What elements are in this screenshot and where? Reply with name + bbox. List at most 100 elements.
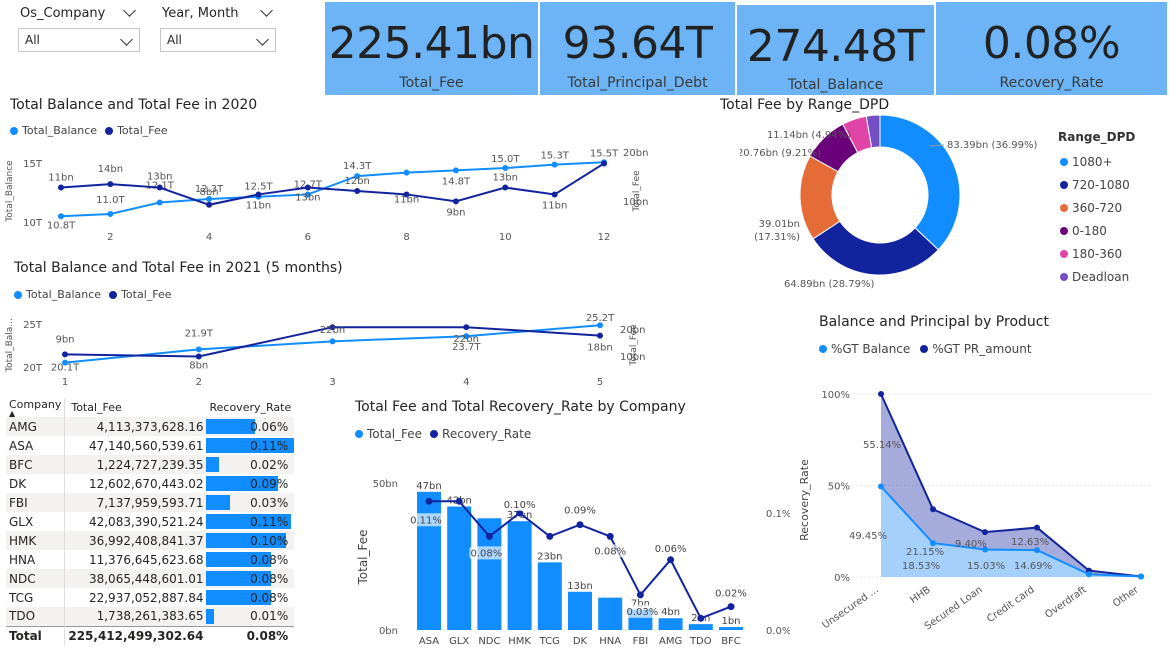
data-point <box>354 173 361 180</box>
matrix-cell-company: DK <box>6 474 66 493</box>
kpi-card-recovery-rate[interactable]: 0.08% Recovery_Rate <box>936 2 1167 95</box>
company-matrix[interactable]: Company ▲ Total_Fee Recovery_Rate AMG 4,11… <box>6 398 295 645</box>
chart-2021[interactable]: Total_Bala... Total_Fee 25T 20T 20bn 10bn 1 2 3 4… <box>0 305 680 390</box>
matrix-header-fee[interactable]: Total_Fee <box>71 401 122 414</box>
data-point <box>58 213 64 220</box>
matrix-cell-rate: 0.08% <box>206 550 294 569</box>
chevron-down-icon[interactable] <box>260 4 273 17</box>
data-label: 18.53% <box>902 561 940 572</box>
table-row[interactable]: FBI 7,137,959,593.71 0.03% <box>6 493 295 512</box>
legend-item[interactable]: Deadloan <box>1060 265 1130 288</box>
data-point <box>455 497 463 505</box>
y-axis-label: Total_Bala... <box>5 318 15 373</box>
data-point <box>354 188 361 194</box>
y-tick-label: 20T <box>23 363 43 374</box>
matrix-cell-company: TDO <box>6 607 66 626</box>
y2-tick-label: 20bn <box>620 325 645 336</box>
matrix-cell-fee: 1,224,727,239.35 <box>96 457 204 472</box>
matrix-cell-company: HMK <box>6 531 66 550</box>
table-row[interactable]: GLX 42,083,390,521.24 0.11% <box>6 512 295 531</box>
matrix-cell-fee: 42,083,390,521.24 <box>88 514 204 529</box>
matrix-header-rate[interactable]: Recovery_Rate <box>209 401 292 414</box>
x-tick-label: Other <box>1111 584 1141 610</box>
matrix-cell-company: ASA <box>6 436 66 455</box>
area-balance <box>881 486 1141 577</box>
matrix-header-company[interactable]: Company ▲ <box>6 398 66 418</box>
slicer-date-dropdown[interactable]: All <box>160 28 276 52</box>
legend-dot <box>1060 249 1068 258</box>
table-row[interactable]: AMG 4,113,373,628.16 0.06% <box>6 417 295 436</box>
table-row[interactable]: BFC 1,224,727,239.35 0.02% <box>6 455 295 474</box>
legend-dot <box>355 430 363 438</box>
slicer-company-dropdown[interactable]: All <box>18 28 140 52</box>
table-row[interactable]: HMK 36,992,408,841.37 0.10% <box>6 531 295 550</box>
slice-label: 20.76bn (9.21%) <box>740 148 821 159</box>
matrix-cell-rate: 0.11% <box>206 512 294 531</box>
data-label: 13bn <box>567 581 592 592</box>
matrix-total-rate: 0.08% <box>246 628 289 643</box>
rate-bar <box>206 457 219 472</box>
data-label: 12.63% <box>1011 537 1049 548</box>
table-row[interactable]: NDC 38,065,448,601.01 0.08% <box>6 569 295 588</box>
matrix-cell-company: FBI <box>6 493 66 512</box>
kpi-value: 93.64T <box>562 18 713 69</box>
data-label: 4bn <box>661 607 680 618</box>
legend-item[interactable]: 180-360 <box>1060 242 1130 265</box>
data-point <box>930 540 936 547</box>
y2-tick-label: 0.1% <box>766 509 790 520</box>
y2-axis-label: Total_Fee <box>632 170 642 213</box>
data-label: 14.3T <box>343 161 372 172</box>
data-point <box>597 322 603 329</box>
rate-value: 0.02% <box>250 457 289 472</box>
donut-chart[interactable]: 83.39bn (36.99%) 64.89bn (28.79%) 39.01bn (… <box>740 115 1040 300</box>
data-label: 8bn <box>189 361 208 372</box>
kpi-value: 225.41bn <box>328 18 535 69</box>
table-row[interactable]: TDO 1,738,261,383.65 0.01% <box>6 607 295 626</box>
product-chart[interactable]: Recovery_Rate 100% 50% 0% 55.14% 21.15% 9.40% 1… <box>790 360 1168 656</box>
table-row[interactable]: ASA 47,140,560,539.61 0.11% <box>6 436 295 455</box>
data-label: 8bn <box>200 187 219 198</box>
matrix-cell-fee: 12,602,670,443.02 <box>88 476 204 491</box>
matrix-cell-rate: 0.08% <box>206 569 294 588</box>
matrix-cell-company: HNA <box>6 550 66 569</box>
data-label: 9bn <box>446 207 465 218</box>
data-label: 14.8T <box>442 176 471 187</box>
data-label: 21.15% <box>906 547 944 558</box>
data-point <box>62 351 68 358</box>
legend-item[interactable]: 1080+ <box>1060 150 1130 173</box>
table-row[interactable]: DK 12,602,670,443.02 0.09% <box>6 474 295 493</box>
legend-item[interactable]: 0-180 <box>1060 219 1130 242</box>
data-point <box>463 333 470 340</box>
chevron-down-icon[interactable] <box>123 4 136 17</box>
table-row[interactable]: TCG 22,937,052,887.84 0.08% <box>6 588 295 607</box>
slice-label: (17.31%) <box>754 232 800 243</box>
matrix-cell-fee: 22,937,052,887.84 <box>88 590 204 605</box>
y-tick-label: 50% <box>828 482 850 493</box>
company-chart[interactable]: Total_Fee50bn0bn0.1%0.0%ASA47bnGLX42bnND… <box>350 445 790 656</box>
legend-dot <box>1060 157 1068 166</box>
matrix-cell-rate: 0.06% <box>206 417 294 436</box>
donut-legend: 1080+ 720-1080 360-720 0-180 180-360 Deadloan <box>1060 150 1130 288</box>
kpi-card-total-fee[interactable]: 225.41bn Total_Fee <box>325 2 538 95</box>
kpi-card-total-principal-debt[interactable]: 93.64T Total_Principal_Debt <box>540 2 735 95</box>
data-label-bg <box>469 546 504 560</box>
data-label: 20.1T <box>51 363 80 374</box>
legend-item[interactable]: 360-720 <box>1060 196 1130 219</box>
product-chart-title: Balance and Principal by Product <box>819 314 1049 330</box>
data-label: 0.11% <box>410 515 442 526</box>
data-label-bg <box>409 513 443 527</box>
series-line <box>60 162 605 206</box>
data-label: 55.14% <box>863 440 901 451</box>
kpi-card-total-balance[interactable]: 274.48T Total_Balance <box>737 5 934 95</box>
legend-dot <box>10 126 18 135</box>
matrix-cell-rate: 0.09% <box>206 474 294 493</box>
legend-label: 180-360 <box>1072 246 1123 261</box>
table-row[interactable]: HNA 11,376,645,623.68 0.08% <box>6 550 295 569</box>
data-label: 9.40% <box>955 539 987 550</box>
data-point <box>62 359 68 366</box>
x-tick-label: 10 <box>499 232 512 243</box>
sort-arrow-icon[interactable]: ▲ <box>9 409 16 418</box>
data-label: 13bn <box>493 173 518 184</box>
legend-item[interactable]: 720-1080 <box>1060 173 1130 196</box>
chart-2020[interactable]: Total_Balance Total_Fee 15T 10T 20bn 10bn 2 4 6 8… <box>0 140 680 250</box>
